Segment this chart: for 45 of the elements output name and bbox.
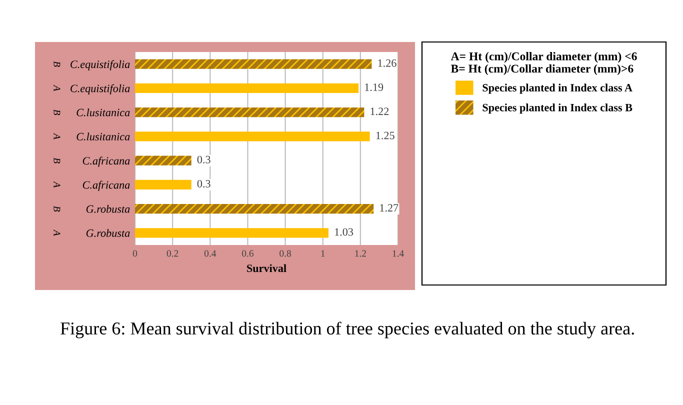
data-label: 1.03 [335, 228, 354, 236]
data-label: 1.27 [380, 204, 398, 212]
legend-title: A= Ht (cm)/Collar diameter (mm) <6 B= Ht (cm)/Collar diameter (mm)>6 [450, 52, 637, 76]
bar [135, 59, 372, 69]
text: B [54, 61, 60, 67]
y-tick-label: C.equistifolia [70, 60, 130, 70]
data-label: 0.3 [197, 180, 210, 188]
text: A [54, 84, 60, 92]
bar [135, 228, 328, 238]
data-label: 1.19 [365, 84, 384, 92]
legend-label: Species planted in Index class B [482, 104, 632, 114]
data-label: 1.26 [378, 59, 396, 67]
bar [135, 156, 192, 166]
bar [135, 132, 370, 142]
y-tick-label: G.robusta [86, 204, 130, 213]
text: B [54, 158, 60, 164]
text: A [54, 229, 60, 236]
y-tick-label: C.equistifolia [70, 84, 130, 94]
text: B [54, 109, 60, 116]
x-tick-label: 0.8 [280, 250, 291, 257]
x-tick-label: 1.2 [355, 250, 366, 257]
y-tick-label: C.lusitanica [76, 108, 130, 116]
data-label: 1.25 [376, 132, 394, 140]
x-tick-label: 0.2 [166, 250, 178, 257]
text: A [54, 181, 60, 188]
x-tick-label: 0.6 [242, 250, 254, 257]
caption: Figure 6: Mean survival distribution of tree species evaluated on the study area. [60, 322, 634, 338]
x-tick-label: 0.4 [204, 250, 216, 257]
bar [135, 83, 359, 94]
y-tick-label: C.africana [82, 156, 130, 167]
x-tick-label: 1 [321, 250, 325, 257]
x-tick-label: 1.4 [392, 250, 404, 257]
y-tick-label: C.lusitanica [76, 132, 130, 140]
bar [135, 107, 364, 118]
text: B [54, 206, 60, 212]
legend-label: Species planted in Index class A [482, 84, 632, 94]
data-label: 0.3 [197, 156, 210, 164]
x-tick-label: 0 [132, 250, 138, 257]
data-label: 1.22 [370, 108, 389, 116]
text: A [54, 132, 60, 140]
y-tick-label: C.africana [82, 180, 130, 191]
x-axis-title: Survival [247, 264, 286, 272]
y-tick-label: G.robusta [86, 229, 130, 237]
bar [135, 204, 374, 214]
bar [135, 180, 192, 190]
